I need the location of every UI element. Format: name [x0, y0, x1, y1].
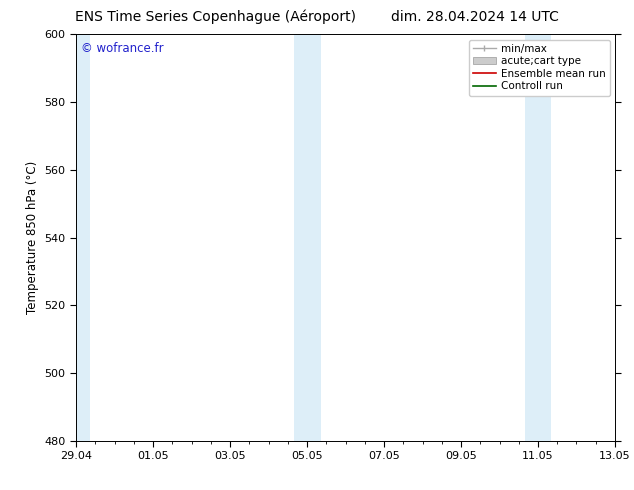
Bar	[72, 34, 89, 441]
Bar	[524, 34, 552, 441]
Y-axis label: Temperature 850 hPa (°C): Temperature 850 hPa (°C)	[26, 161, 39, 314]
Text: © wofrance.fr: © wofrance.fr	[81, 43, 164, 55]
Bar	[294, 34, 321, 441]
Text: ENS Time Series Copenhague (Aéroport)        dim. 28.04.2024 14 UTC: ENS Time Series Copenhague (Aéroport) di…	[75, 10, 559, 24]
Legend: min/max, acute;cart type, Ensemble mean run, Controll run: min/max, acute;cart type, Ensemble mean …	[469, 40, 610, 96]
